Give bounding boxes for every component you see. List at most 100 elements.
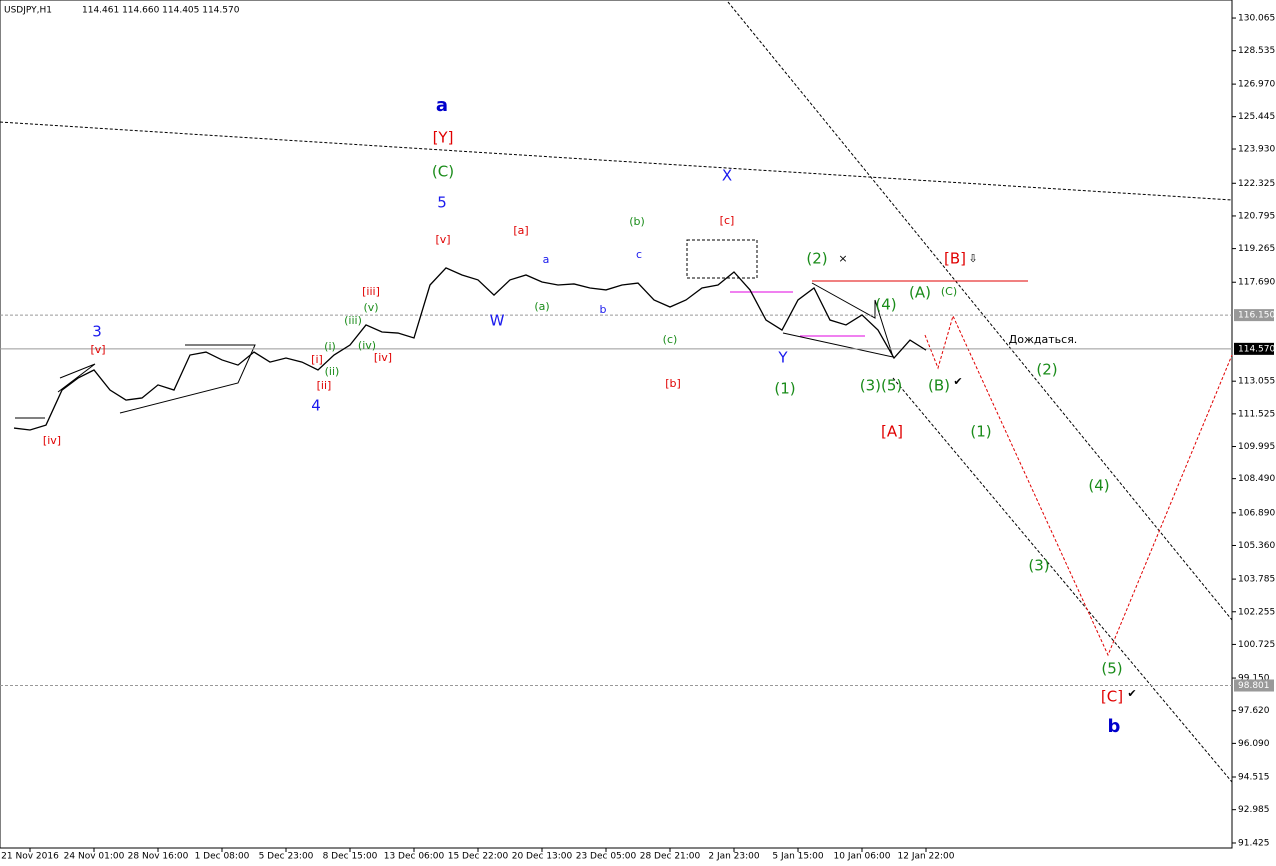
price-label-box bbox=[1234, 679, 1274, 692]
wave-label: [iv] bbox=[43, 434, 61, 447]
x-tick-label: 1 Dec 08:00 bbox=[195, 852, 250, 862]
wave-label: × bbox=[838, 252, 847, 265]
wave-label: X bbox=[722, 167, 732, 185]
y-tick-label: 94.515 bbox=[1238, 773, 1270, 783]
wave-label: (C) bbox=[941, 285, 957, 298]
y-tick-label: 102.255 bbox=[1238, 607, 1275, 617]
y-tick-label: 111.525 bbox=[1238, 409, 1275, 419]
wave-label: Y bbox=[777, 349, 788, 367]
trend-line bbox=[892, 377, 1233, 783]
wave-label: [ii] bbox=[317, 379, 332, 392]
wave-label: b bbox=[1108, 716, 1121, 737]
y-tick-label: 125.445 bbox=[1238, 112, 1275, 122]
price-label-box bbox=[1234, 309, 1274, 322]
wave-label: [b] bbox=[665, 377, 681, 390]
wave-label: (iv) bbox=[358, 339, 376, 352]
x-tick-label: 12 Jan 22:00 bbox=[898, 852, 955, 862]
x-tick-label: 5 Jan 15:00 bbox=[772, 852, 824, 862]
wave-label: (4) bbox=[875, 296, 896, 314]
wave-label: (3)(5) bbox=[860, 377, 903, 395]
wave-label: b bbox=[600, 303, 607, 316]
wave-label: W bbox=[490, 312, 505, 330]
x-tick-label: 21 Nov 2016 bbox=[1, 852, 59, 862]
wave-label: (5) bbox=[1101, 660, 1122, 678]
wave-label: (b) bbox=[629, 215, 645, 228]
wave-label: 3 bbox=[92, 323, 102, 341]
wave-label: (1) bbox=[970, 423, 991, 441]
y-tick-label: 122.325 bbox=[1238, 179, 1275, 189]
wave-label: (4) bbox=[1088, 477, 1109, 495]
y-tick-label: 119.265 bbox=[1238, 244, 1275, 254]
ohlc: 114.461 114.660 114.405 114.570 bbox=[82, 6, 240, 16]
y-tick-label: 99.150 bbox=[1238, 674, 1270, 684]
wave-label: [iv] bbox=[374, 351, 392, 364]
y-tick-label: 128.535 bbox=[1238, 46, 1275, 56]
x-tick-label: 28 Nov 16:00 bbox=[128, 852, 189, 862]
y-tick-label: 92.985 bbox=[1238, 805, 1270, 815]
x-tick-label: 13 Dec 06:00 bbox=[384, 852, 445, 862]
y-tick-label: 108.490 bbox=[1238, 474, 1275, 484]
wave-label: [c] bbox=[720, 214, 735, 227]
wave-label: 4 bbox=[311, 397, 321, 415]
price-label: 114.570 bbox=[1238, 344, 1275, 354]
price-label: 98.801 bbox=[1238, 681, 1270, 691]
wave-label: Дождаться. bbox=[1009, 333, 1078, 346]
wave-label: (i) bbox=[324, 340, 336, 353]
wave-label: [C] bbox=[1101, 688, 1123, 706]
wave-label: (2) bbox=[1036, 361, 1057, 379]
x-tick-label: 23 Dec 05:00 bbox=[576, 852, 637, 862]
wave-label: [iii] bbox=[362, 285, 380, 298]
wave-label: (C) bbox=[432, 163, 454, 181]
wedge bbox=[57, 363, 96, 393]
wedge bbox=[119, 344, 256, 414]
y-tick-label: 130.065 bbox=[1238, 14, 1275, 24]
wave-label: (3) bbox=[1028, 557, 1049, 575]
y-tick-label: 126.970 bbox=[1238, 80, 1275, 90]
x-tick-label: 28 Dec 21:00 bbox=[640, 852, 701, 862]
wave-label: ⇩ bbox=[968, 252, 977, 265]
wave-label: [v] bbox=[90, 343, 105, 356]
trend-line bbox=[0, 121, 1233, 201]
x-tick-label: 24 Nov 01:00 bbox=[64, 852, 125, 862]
wave-label: ✔ bbox=[1127, 687, 1136, 700]
y-tick-label: 113.055 bbox=[1238, 377, 1275, 387]
wave-label: (iii) bbox=[344, 314, 362, 327]
wave-label: [Y] bbox=[433, 129, 454, 147]
drawings bbox=[0, 1, 1233, 783]
wave-label: ✔ bbox=[953, 375, 962, 388]
y-tick-label: 120.795 bbox=[1238, 211, 1275, 221]
wave-label: c bbox=[636, 248, 642, 261]
wave-label: [i] bbox=[311, 353, 323, 366]
wave-label: 5 bbox=[437, 194, 447, 212]
x-tick-label: 2 Jan 23:00 bbox=[708, 852, 760, 862]
y-tick-label: 96.090 bbox=[1238, 739, 1270, 749]
wave-label: (c) bbox=[663, 333, 678, 346]
price-label-box bbox=[1234, 342, 1274, 355]
y-tick-label: 91.425 bbox=[1238, 838, 1270, 848]
box bbox=[686, 239, 758, 279]
price-line-series bbox=[13, 267, 927, 431]
y-tick-label: 123.930 bbox=[1238, 145, 1275, 155]
y-tick-label: 103.785 bbox=[1238, 575, 1275, 585]
y-tick-label: 106.890 bbox=[1238, 508, 1275, 518]
price-label: 116.150 bbox=[1238, 311, 1275, 321]
wave-label: (A) bbox=[909, 284, 931, 302]
y-tick-label: 105.360 bbox=[1238, 541, 1275, 551]
wave-label: [a] bbox=[513, 224, 528, 237]
wave-label: (ii) bbox=[325, 365, 340, 378]
plot-frame bbox=[0, 0, 1233, 849]
trend-line bbox=[727, 1, 1233, 621]
wave-label: (1) bbox=[774, 380, 795, 398]
x-tick-label: 8 Dec 15:00 bbox=[323, 852, 378, 862]
wave-label: a bbox=[436, 95, 448, 116]
projection bbox=[924, 314, 1233, 657]
wave-label: a bbox=[543, 253, 550, 266]
wave-label: [A] bbox=[881, 423, 903, 441]
y-tick-label: 100.725 bbox=[1238, 640, 1275, 650]
x-tick-label: 5 Dec 23:00 bbox=[259, 852, 314, 862]
wave-label: (v) bbox=[363, 301, 378, 314]
wave-label: (B) bbox=[928, 377, 950, 395]
wave-label: (2) bbox=[806, 250, 827, 268]
wave-label: [B] bbox=[944, 250, 966, 268]
